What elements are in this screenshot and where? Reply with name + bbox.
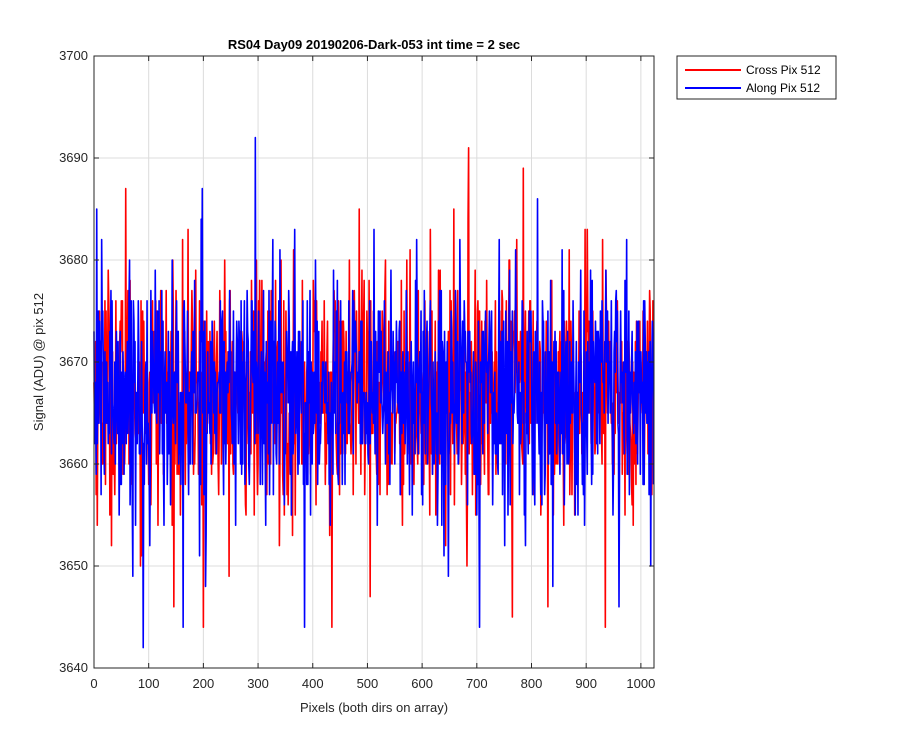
- y-tick-label: 3650: [59, 558, 88, 573]
- legend-label-along: Along Pix 512: [746, 81, 820, 95]
- y-tick-label: 3660: [59, 456, 88, 471]
- x-tick-label: 800: [521, 676, 543, 691]
- x-tick-label: 0: [90, 676, 97, 691]
- x-tick-label: 200: [193, 676, 215, 691]
- y-tick-label: 3640: [59, 660, 88, 675]
- series-line-along-pix-512: [93, 136, 655, 649]
- legend-label-cross: Cross Pix 512: [746, 63, 821, 77]
- x-tick-label: 900: [575, 676, 597, 691]
- x-tick-label: 1000: [626, 676, 655, 691]
- x-axis-label: Pixels (both dirs on array): [300, 700, 448, 715]
- series-layer: [93, 136, 655, 649]
- legend: Cross Pix 512 Along Pix 512: [676, 55, 837, 100]
- y-tick-label: 3680: [59, 252, 88, 267]
- y-tick-label: 3700: [59, 48, 88, 63]
- x-tick-label: 500: [357, 676, 379, 691]
- x-tick-label: 600: [411, 676, 433, 691]
- y-tick-label: 3690: [59, 150, 88, 165]
- y-tick-label: 3670: [59, 354, 88, 369]
- chart-title: RS04 Day09 20190206-Dark-053 int time = …: [228, 37, 520, 52]
- x-tick-label: 300: [247, 676, 269, 691]
- x-tick-label: 100: [138, 676, 160, 691]
- y-axis-label: Signal (ADU) @ pix 512: [31, 293, 46, 431]
- tick-layer: 0 100 200 300 400 500 600 700 800 900 1000 3640 3650…: [59, 48, 655, 691]
- x-tick-label: 700: [466, 676, 488, 691]
- x-tick-label: 400: [302, 676, 324, 691]
- legend-box: [676, 55, 837, 100]
